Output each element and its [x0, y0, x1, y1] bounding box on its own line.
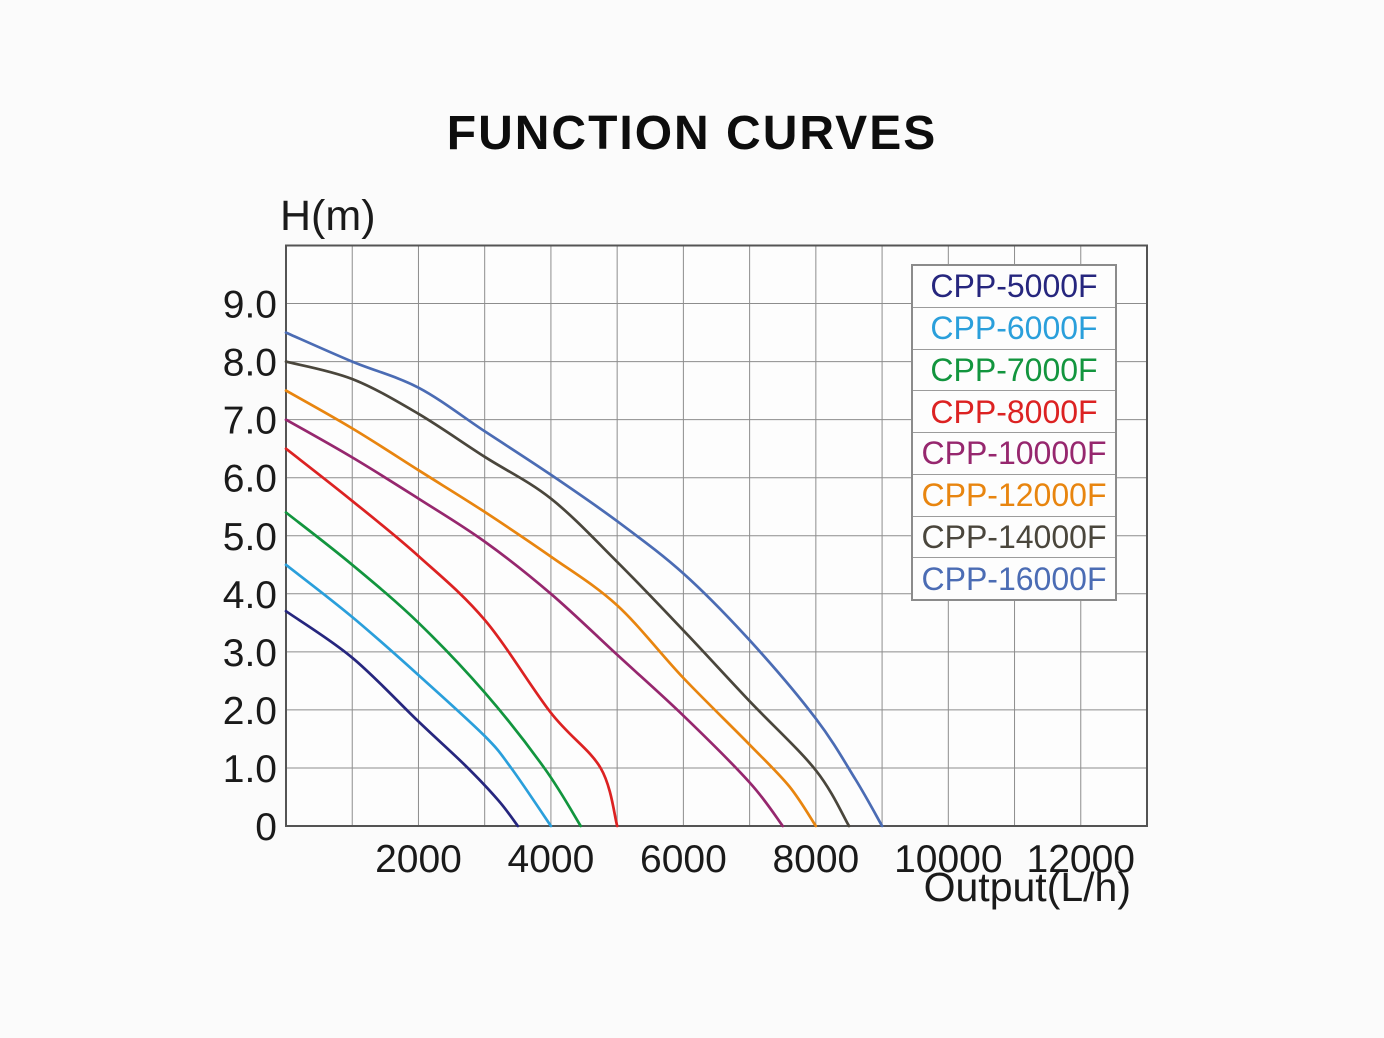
legend-item-cpp-5000f: CPP-5000F [913, 266, 1115, 307]
curve-cpp-16000f [284, 331, 884, 828]
x-tick-label: 12000 [1027, 838, 1135, 881]
y-tick-label: 0 [255, 806, 277, 849]
y-tick-label: 5.0 [223, 516, 277, 559]
x-tick-label: 10000 [894, 838, 1002, 881]
y-tick-label: 3.0 [223, 632, 277, 675]
legend-item-cpp-16000f: CPP-16000F [913, 557, 1115, 599]
plot-border [285, 244, 1148, 827]
x-tick-label: 2000 [375, 838, 462, 881]
y-tick-label: 7.0 [223, 400, 277, 443]
curve-cpp-7000f [284, 511, 583, 828]
y-tick-label: 8.0 [223, 342, 277, 385]
legend-item-label: CPP-14000F [921, 518, 1107, 555]
legend-item-cpp-12000f: CPP-12000F [913, 473, 1115, 516]
legend-item-label: CPP-12000F [921, 477, 1107, 514]
curve-cpp-10000f [284, 418, 785, 828]
y-tick-label: 1.0 [223, 748, 277, 791]
curve-cpp-8000f [284, 447, 619, 828]
curve-cpp-14000f [284, 360, 851, 828]
legend-item-cpp-6000f: CPP-6000F [913, 306, 1115, 349]
y-tick-label: 9.0 [223, 284, 277, 327]
legend-item-cpp-14000f: CPP-14000F [913, 515, 1115, 558]
legend-item-cpp-8000f: CPP-8000F [913, 390, 1115, 432]
legend-box: CPP-5000F CPP-6000F CPP-7000F CPP-8000F CPP-… [911, 264, 1117, 601]
curve-cpp-6000f [284, 563, 553, 828]
x-axis-title: Output(L/h) [923, 864, 1131, 910]
y-tick-label: 6.0 [223, 458, 277, 501]
legend-item-label: CPP-16000F [921, 560, 1107, 597]
x-tick-label: 4000 [508, 838, 595, 881]
legend-item-label: CPP-6000F [930, 310, 1098, 347]
legend-item-label: CPP-8000F [930, 393, 1098, 430]
legend-item-label: CPP-10000F [921, 435, 1107, 472]
legend-item-cpp-7000f: CPP-7000F [913, 348, 1115, 391]
legend-item-label: CPP-7000F [930, 351, 1098, 388]
legend-item-label: CPP-5000F [930, 268, 1098, 305]
x-tick-label: 6000 [640, 838, 727, 881]
chart-title: FUNCTION CURVES [446, 107, 938, 160]
y-tick-label: 2.0 [223, 690, 277, 733]
y-axis-title: H(m) [280, 192, 376, 240]
curve-cpp-12000f [284, 389, 818, 828]
curve-cpp-5000f [284, 609, 520, 828]
y-tick-label: 4.0 [223, 574, 277, 617]
x-tick-label: 8000 [772, 838, 859, 881]
legend-item-cpp-10000f: CPP-10000F [913, 432, 1115, 474]
